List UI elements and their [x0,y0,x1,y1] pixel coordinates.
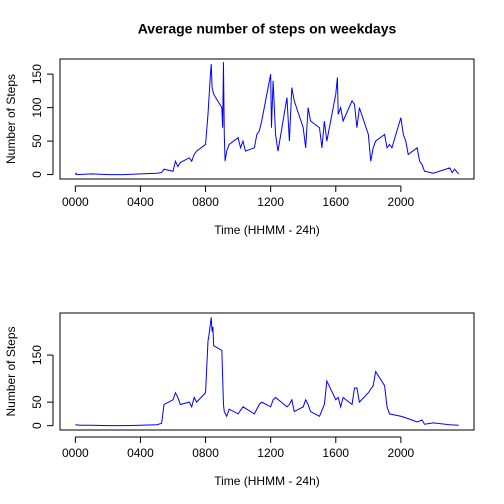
x-tick-label: 0800 [192,446,219,460]
y-tick-label: 150 [30,64,44,84]
x-tick-label: 0400 [127,195,154,209]
y-tick-label: 150 [30,345,44,365]
x-tick-label: 1200 [257,446,284,460]
y-axis-label: Number of Steps [4,74,18,164]
x-tick-label: 1600 [322,446,349,460]
y-axis-label: Number of Steps [4,326,18,416]
plot-box [59,312,475,431]
x-tick-label: 2000 [388,195,415,209]
y-tick-label: 50 [30,134,44,148]
x-tick-label: 0000 [62,195,89,209]
x-tick-label: 0800 [192,195,219,209]
data-line [75,317,459,427]
x-tick-label: 1200 [257,195,284,209]
x-tick-label: 2000 [388,446,415,460]
y-tick-label: 0 [30,422,44,429]
chart-title: Average number of steps on weekdays [138,21,397,37]
x-tick-label: 0000 [62,446,89,460]
x-tick-label: 0400 [127,446,154,460]
y-tick-label: 100 [30,97,44,117]
y-tick-label: 0 [30,171,44,178]
data-line [74,62,460,176]
x-tick-label: 1600 [322,195,349,209]
y-tick-label: 50 [30,395,44,409]
plot-box [59,58,475,180]
x-axis-label: Time (HHMM - 24h) [214,223,320,237]
x-axis-label: Time (HHMM - 24h) [214,474,320,488]
